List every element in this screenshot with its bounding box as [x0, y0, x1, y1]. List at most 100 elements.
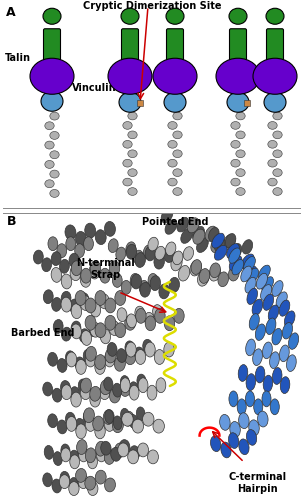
Ellipse shape — [84, 408, 95, 422]
Ellipse shape — [215, 238, 225, 252]
Ellipse shape — [93, 416, 104, 431]
Ellipse shape — [236, 131, 245, 138]
Ellipse shape — [69, 299, 79, 313]
Ellipse shape — [193, 229, 205, 244]
Ellipse shape — [57, 420, 67, 434]
Ellipse shape — [154, 350, 165, 364]
Ellipse shape — [59, 260, 69, 273]
Ellipse shape — [218, 272, 228, 286]
Ellipse shape — [121, 280, 131, 294]
Ellipse shape — [50, 170, 59, 178]
Ellipse shape — [227, 92, 249, 112]
Ellipse shape — [53, 320, 63, 334]
Ellipse shape — [123, 140, 132, 148]
Ellipse shape — [258, 411, 268, 427]
Ellipse shape — [89, 322, 99, 336]
Ellipse shape — [99, 294, 109, 308]
Ellipse shape — [136, 308, 146, 324]
Ellipse shape — [50, 190, 59, 198]
Ellipse shape — [116, 247, 126, 261]
Ellipse shape — [105, 348, 116, 363]
Ellipse shape — [119, 92, 141, 112]
Ellipse shape — [127, 314, 136, 328]
Ellipse shape — [173, 169, 182, 176]
Ellipse shape — [52, 479, 62, 493]
Ellipse shape — [123, 160, 132, 167]
Ellipse shape — [83, 350, 93, 363]
Ellipse shape — [245, 391, 255, 407]
Ellipse shape — [126, 242, 136, 256]
Ellipse shape — [75, 357, 85, 371]
Ellipse shape — [90, 386, 101, 401]
Ellipse shape — [125, 350, 136, 364]
Ellipse shape — [80, 385, 91, 400]
Ellipse shape — [79, 329, 89, 342]
Ellipse shape — [241, 254, 254, 269]
Ellipse shape — [70, 450, 79, 464]
Ellipse shape — [140, 282, 150, 297]
Ellipse shape — [121, 408, 129, 422]
Ellipse shape — [252, 299, 263, 316]
Ellipse shape — [120, 382, 131, 396]
Ellipse shape — [85, 416, 96, 432]
Ellipse shape — [85, 346, 96, 361]
Ellipse shape — [173, 188, 182, 196]
Ellipse shape — [221, 442, 231, 458]
Ellipse shape — [65, 412, 75, 426]
Ellipse shape — [128, 169, 137, 176]
Ellipse shape — [212, 233, 225, 248]
Ellipse shape — [166, 8, 184, 24]
Ellipse shape — [112, 274, 122, 287]
Ellipse shape — [120, 376, 129, 390]
Ellipse shape — [229, 256, 242, 270]
Ellipse shape — [33, 250, 43, 264]
Ellipse shape — [76, 424, 86, 439]
Ellipse shape — [65, 351, 75, 364]
Ellipse shape — [115, 356, 125, 371]
Ellipse shape — [153, 58, 197, 94]
Ellipse shape — [77, 440, 87, 454]
Ellipse shape — [238, 413, 249, 428]
Ellipse shape — [211, 238, 223, 252]
Ellipse shape — [51, 252, 61, 266]
Text: Pointed End: Pointed End — [142, 218, 208, 228]
Ellipse shape — [228, 432, 239, 448]
Ellipse shape — [61, 274, 72, 289]
Ellipse shape — [61, 444, 70, 458]
Ellipse shape — [199, 268, 210, 283]
Ellipse shape — [90, 261, 101, 276]
Ellipse shape — [128, 450, 138, 464]
Ellipse shape — [164, 342, 174, 357]
Ellipse shape — [103, 410, 114, 424]
Ellipse shape — [95, 424, 105, 439]
Ellipse shape — [76, 360, 86, 374]
Ellipse shape — [69, 482, 79, 496]
Ellipse shape — [145, 246, 156, 261]
Ellipse shape — [148, 274, 158, 287]
Ellipse shape — [48, 352, 58, 366]
Ellipse shape — [69, 253, 79, 267]
Ellipse shape — [273, 112, 282, 120]
Ellipse shape — [268, 140, 277, 148]
Ellipse shape — [136, 407, 145, 421]
Ellipse shape — [80, 296, 91, 310]
FancyBboxPatch shape — [267, 29, 284, 63]
Ellipse shape — [249, 314, 259, 330]
Ellipse shape — [85, 298, 96, 313]
Ellipse shape — [109, 261, 120, 276]
Ellipse shape — [66, 352, 77, 367]
Text: B: B — [7, 216, 17, 228]
Ellipse shape — [236, 169, 245, 176]
Ellipse shape — [229, 391, 238, 407]
Ellipse shape — [156, 378, 166, 392]
Ellipse shape — [231, 122, 240, 130]
Ellipse shape — [131, 274, 142, 289]
Ellipse shape — [71, 392, 81, 407]
Ellipse shape — [104, 450, 115, 464]
Ellipse shape — [109, 320, 119, 336]
Ellipse shape — [62, 327, 72, 341]
Ellipse shape — [143, 245, 153, 258]
Ellipse shape — [187, 218, 199, 233]
Ellipse shape — [236, 112, 245, 120]
Text: Cryptic Dimerization Site: Cryptic Dimerization Site — [83, 2, 221, 12]
